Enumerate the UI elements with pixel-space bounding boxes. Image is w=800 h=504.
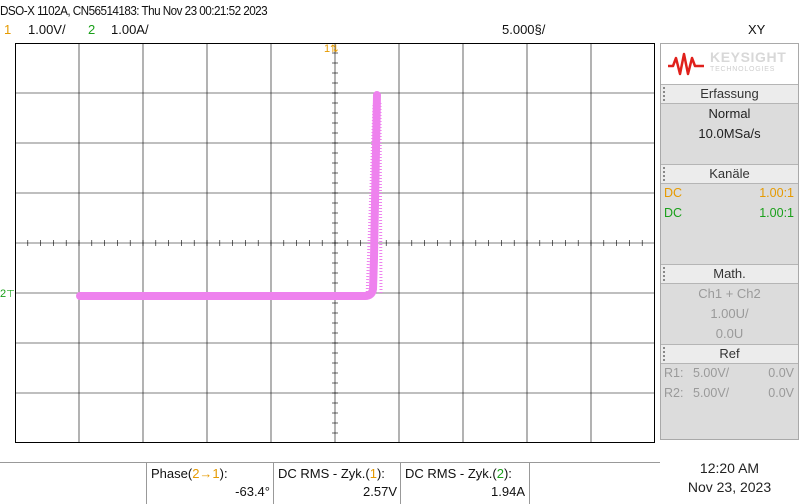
measurement-label-text: DC RMS - Zyk.( [278, 466, 370, 481]
measurement-label: DC RMS - Zyk.(2): [405, 466, 512, 481]
channels-header[interactable]: Kanäle [661, 164, 798, 184]
ref2-label: R2: [664, 386, 684, 400]
ch2-number[interactable]: 2 [88, 22, 96, 37]
ch2-marker-label: 2 [0, 288, 7, 300]
ch1-number[interactable]: 1 [4, 22, 12, 37]
ref2-offset: 0.0V [768, 386, 794, 400]
ch2-ground-marker[interactable]: 2⊤ [0, 288, 15, 300]
ch1-scale[interactable]: 1.00V/ [28, 22, 66, 37]
measurement-label-end: ): [503, 466, 512, 481]
ref1-scale: 5.00V/ [693, 366, 730, 380]
measurement-channel: 2 [496, 466, 504, 481]
scope-display[interactable] [15, 43, 655, 443]
math-scale: 1.00U/ [710, 306, 749, 321]
ch1-ground-marker[interactable]: 1⇅ [324, 43, 339, 55]
brand-name: KEYSIGHT [710, 49, 787, 65]
xy-trace-noise [365, 102, 383, 299]
ref1-label: R1: [664, 366, 684, 380]
ch2-probe: 1.00:1 [759, 206, 794, 220]
clock: 12:20 AM Nov 23, 2023 [660, 460, 799, 495]
measurement-rms-ch1[interactable]: DC RMS - Zyk.(1): 2.57V [273, 463, 401, 504]
acquisition-header[interactable]: Erfassung [661, 84, 798, 104]
xy-trace [76, 91, 381, 300]
ch2-coupling: DC [664, 206, 683, 220]
display-mode[interactable]: XY [748, 22, 766, 37]
channel-bar: 1 1.00V/ 2 1.00A/ 5.000§/ XY [0, 22, 800, 40]
ref-header[interactable]: Ref [661, 344, 798, 364]
ref2-scale: 5.00V/ [693, 386, 730, 400]
measurement-channel: 1 [369, 466, 377, 481]
clock-date: Nov 23, 2023 [687, 479, 772, 495]
measurement-label: Phase(2→1): [151, 466, 228, 481]
ref1-offset: 0.0V [768, 366, 794, 380]
math-offset: 0.0U [715, 326, 744, 341]
measurement-rms-ch2[interactable]: DC RMS - Zyk.(2): 1.94A [400, 463, 530, 504]
measurement-label-text: DC RMS - Zyk.( [405, 466, 497, 481]
measurement-bar: Phase(2→1): -63.4° DC RMS - Zyk.(1): 2.5… [0, 462, 660, 504]
acquisition-rate: 10.0MSa/s [698, 126, 761, 141]
measurement-value: -63.4° [235, 484, 270, 499]
graticule [15, 43, 655, 443]
math-title: Math. [713, 266, 746, 281]
channels-title: Kanäle [709, 166, 750, 181]
brand-subtitle: TECHNOLOGIES [710, 66, 776, 73]
window-title: DSO-X 1102A, CN56514183: Thu Nov 23 00:2… [0, 3, 268, 18]
ch1-probe: 1.00:1 [759, 186, 794, 200]
ch1-coupling: DC [664, 186, 683, 200]
ch1-marker-label: 1 [324, 43, 331, 55]
ref-title: Ref [719, 346, 740, 361]
math-function: Ch1 + Ch2 [698, 286, 761, 301]
ch2-scale[interactable]: 1.00A/ [111, 22, 149, 37]
measurement-label-end: ): [376, 466, 385, 481]
keysight-wave-icon [668, 52, 704, 76]
measurement-value: 2.57V [363, 484, 397, 499]
measurement-channel: 2→1 [192, 466, 220, 481]
measurement-label-text: Phase( [151, 466, 193, 481]
acquisition-mode: Normal [708, 106, 751, 121]
math-header[interactable]: Math. [661, 264, 798, 284]
timebase-scale[interactable]: 5.000§/ [502, 22, 546, 37]
side-panel: KEYSIGHT TECHNOLOGIES Erfassung Normal 1… [660, 43, 799, 440]
measurement-label: DC RMS - Zyk.(1): [278, 466, 385, 481]
acquisition-title: Erfassung [700, 86, 759, 101]
measurement-value: 1.94A [491, 484, 525, 499]
clock-time: 12:20 AM [699, 460, 760, 476]
measurement-label-end: ): [219, 466, 228, 481]
keysight-logo: KEYSIGHT TECHNOLOGIES [661, 44, 798, 84]
measurement-phase[interactable]: Phase(2→1): -63.4° [146, 463, 274, 504]
